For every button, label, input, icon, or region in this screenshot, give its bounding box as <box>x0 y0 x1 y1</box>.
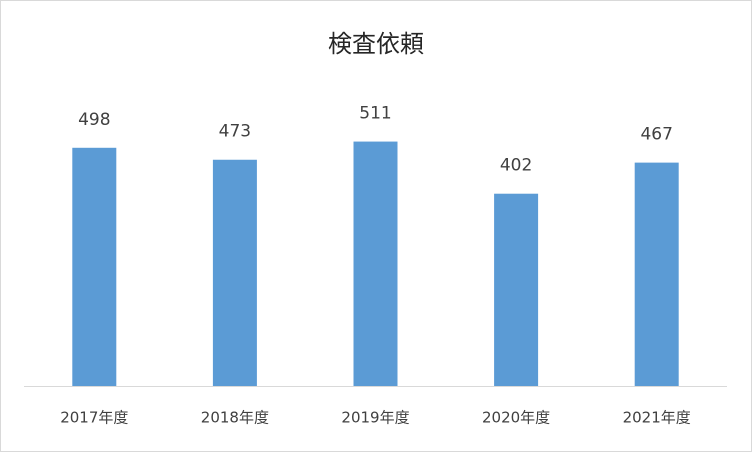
bar <box>212 159 257 386</box>
data-label: 402 <box>500 156 532 176</box>
x-tick-label: 2017年度 <box>60 409 128 427</box>
bar <box>353 141 398 386</box>
data-label: 498 <box>78 110 110 130</box>
bar <box>72 147 117 386</box>
bar <box>634 162 679 386</box>
x-tick-label: 2021年度 <box>623 409 691 427</box>
bar <box>494 193 539 386</box>
x-tick-label: 2018年度 <box>201 409 269 427</box>
data-label: 473 <box>219 122 251 142</box>
data-label: 467 <box>640 125 672 145</box>
data-label: 511 <box>359 104 391 124</box>
x-tick-label: 2019年度 <box>341 409 409 427</box>
x-tick-label: 2020年度 <box>482 409 550 427</box>
chart-title: 検査依頼 <box>328 30 424 58</box>
